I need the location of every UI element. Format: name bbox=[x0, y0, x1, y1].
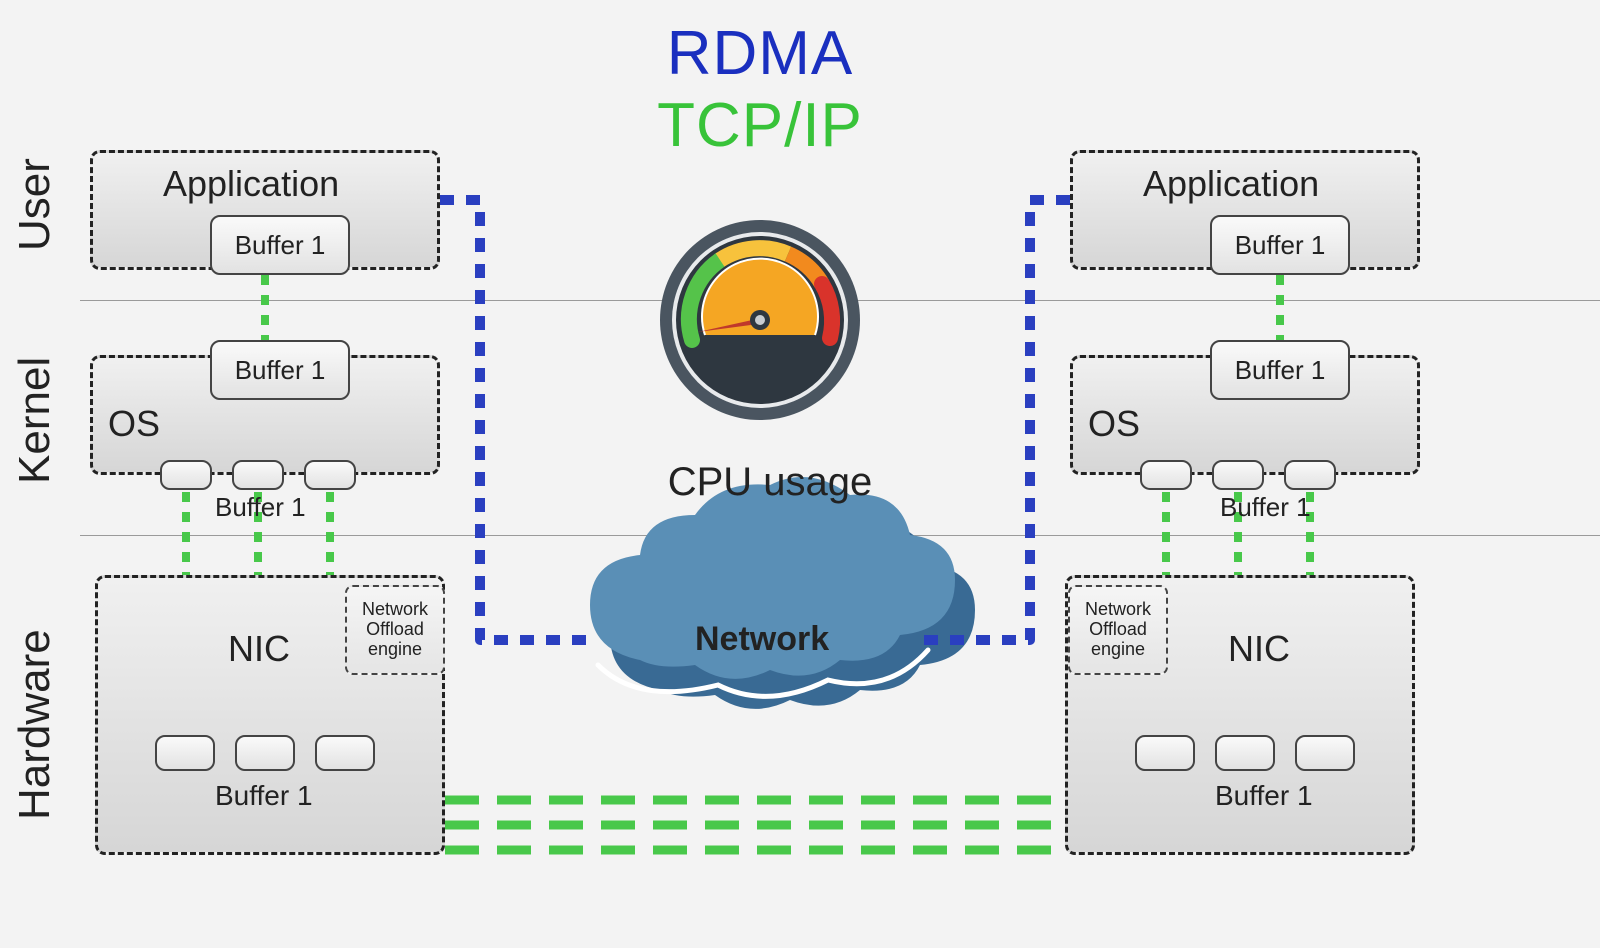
network-cloud bbox=[590, 477, 975, 709]
left-offload-box: Network Offload engine bbox=[345, 585, 445, 675]
layer-label-kernel: Kernel bbox=[0, 310, 70, 530]
right-application-label: Application bbox=[1143, 163, 1319, 205]
right-offload-box: Network Offload engine bbox=[1068, 585, 1168, 675]
right-os-slot bbox=[1284, 460, 1336, 490]
right-os-label: OS bbox=[1088, 403, 1140, 445]
title-tcpip: TCP/IP bbox=[560, 90, 960, 161]
left-application-label: Application bbox=[163, 163, 339, 205]
left-nic-label: NIC bbox=[228, 628, 290, 670]
divider-kernel-hardware bbox=[80, 535, 1600, 536]
right-os-slot bbox=[1212, 460, 1264, 490]
layer-label-user: User bbox=[0, 115, 70, 295]
left-nic-slot bbox=[315, 735, 375, 771]
right-nic-slot bbox=[1295, 735, 1355, 771]
right-nic-slot bbox=[1215, 735, 1275, 771]
left-os-label: OS bbox=[108, 403, 160, 445]
rdma-path-left bbox=[440, 200, 590, 640]
left-nic-slot bbox=[235, 735, 295, 771]
left-os-buffer-caption: Buffer 1 bbox=[215, 492, 306, 523]
left-os-slot bbox=[232, 460, 284, 490]
right-os-slot bbox=[1140, 460, 1192, 490]
right-os-buffer-caption: Buffer 1 bbox=[1220, 492, 1311, 523]
diagram-canvas: RDMA TCP/IP User Kernel Hardware bbox=[0, 0, 1600, 948]
network-label: Network bbox=[695, 620, 829, 659]
right-os-buffer: Buffer 1 bbox=[1210, 340, 1350, 400]
left-os-slot bbox=[160, 460, 212, 490]
title-rdma: RDMA bbox=[560, 18, 960, 89]
layer-label-hardware: Hardware bbox=[0, 545, 70, 905]
right-app-buffer: Buffer 1 bbox=[1210, 215, 1350, 275]
cpu-gauge-icon bbox=[660, 220, 860, 420]
right-nic-label: NIC bbox=[1228, 628, 1290, 670]
left-nic-buffer-caption: Buffer 1 bbox=[215, 780, 313, 812]
right-nic-slot bbox=[1135, 735, 1195, 771]
right-nic-buffer-caption: Buffer 1 bbox=[1215, 780, 1313, 812]
divider-user-kernel bbox=[80, 300, 1600, 301]
left-nic-slot bbox=[155, 735, 215, 771]
cpu-usage-label: CPU usage bbox=[640, 460, 900, 505]
left-os-buffer: Buffer 1 bbox=[210, 340, 350, 400]
left-app-buffer: Buffer 1 bbox=[210, 215, 350, 275]
left-os-slot bbox=[304, 460, 356, 490]
rdma-path-right bbox=[920, 200, 1070, 640]
